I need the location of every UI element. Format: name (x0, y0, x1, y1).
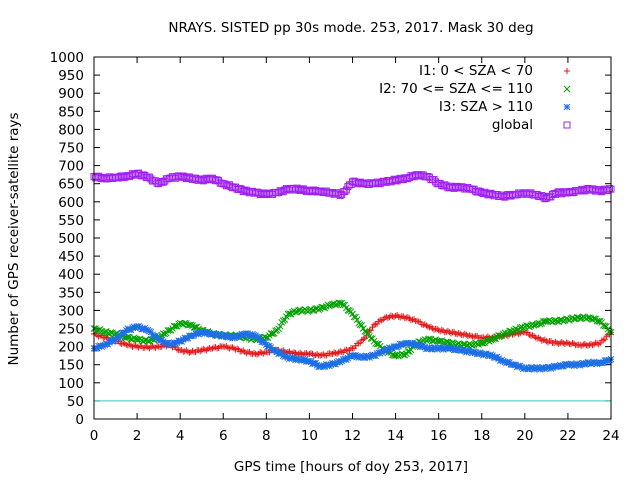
data-point-sample (170, 322, 178, 330)
legend-marker (564, 68, 570, 74)
y-tick-label: 100 (58, 376, 84, 392)
x-tick-label: 12 (344, 428, 361, 444)
y-tick-label: 300 (58, 303, 84, 319)
y-tick-label: 200 (58, 340, 84, 356)
legend-label: global (492, 117, 533, 133)
y-tick-label: 950 (58, 68, 84, 84)
y-tick-label: 0 (75, 412, 84, 428)
x-tick-label: 2 (133, 428, 142, 444)
data-point-sample (181, 319, 189, 327)
x-tick-label: 6 (219, 428, 228, 444)
data-point-sample (309, 307, 316, 314)
data-point-sample (353, 316, 361, 324)
x-axis-label: GPS time [hours of doy 253, 2017] (234, 459, 468, 475)
data-point (424, 336, 432, 343)
data-point-sample (356, 321, 364, 328)
y-tick-label: 350 (58, 285, 84, 301)
plot-area-border (93, 56, 612, 420)
y-axis-label: Number of GPS receiver-satellite rays (6, 112, 22, 365)
legend-marker (563, 85, 571, 93)
legend: I1: 0 < SZA < 70 I2: 70 <= SZA <= 110 I3: … (379, 63, 571, 133)
data-point-sample (267, 330, 275, 337)
y-tick-label: 650 (58, 177, 84, 193)
y-tick-label: 400 (58, 267, 84, 283)
data-point-sample (364, 329, 372, 337)
y-tick-label: 900 (58, 86, 84, 102)
legend-marker (563, 121, 571, 129)
y-tick-label: 1000 (50, 50, 84, 66)
y-tick-label: 800 (58, 122, 84, 138)
y-tick-label: 150 (58, 358, 84, 374)
y-tick-label: 450 (58, 249, 84, 265)
chart-title: NRAYS. SISTED pp 30s mode. 253, 2017. Ma… (168, 20, 533, 36)
legend-label: I1: 0 < SZA < 70 (419, 63, 533, 79)
data-point-sample (107, 328, 115, 336)
y-tick-label: 250 (58, 322, 84, 338)
y-axis-ticks: 0 50 100 150 200 250 300 350 400 450 500 550 600 650 7… (50, 50, 611, 428)
x-tick-label: 20 (516, 428, 533, 444)
x-tick-label: 10 (301, 428, 318, 444)
data-point-sample (332, 301, 339, 309)
x-tick-label: 24 (602, 428, 619, 444)
y-tick-label: 500 (58, 231, 84, 247)
data-point-sample (601, 336, 608, 343)
y-tick-label: 600 (58, 195, 84, 211)
x-tick-label: 4 (176, 428, 185, 444)
data-point-sample (426, 335, 433, 343)
data-point (144, 337, 152, 345)
x-tick-label: 18 (473, 428, 490, 444)
data-series (90, 169, 615, 373)
data-point-sample (276, 322, 284, 330)
legend-label: I2: 70 <= SZA <= 110 (379, 81, 533, 97)
series-star (90, 322, 615, 373)
x-tick-label: 8 (262, 428, 271, 444)
legend-label: I3: SZA > 110 (439, 99, 533, 115)
series-open-square (90, 169, 615, 203)
data-point-sample (172, 322, 179, 330)
data-point-sample (336, 299, 344, 307)
data-point-sample (496, 332, 504, 340)
data-point-sample (490, 335, 498, 342)
y-tick-label: 750 (58, 141, 84, 157)
x-tick-label: 16 (430, 428, 447, 444)
x-tick-label: 22 (559, 428, 576, 444)
data-point (284, 310, 292, 318)
data-point-sample (192, 323, 199, 331)
y-tick-label: 50 (67, 394, 84, 410)
y-tick-label: 550 (58, 213, 84, 229)
data-point-sample (513, 326, 521, 334)
data-point-sample (292, 308, 299, 316)
data-point-sample (281, 316, 289, 324)
x-tick-label: 0 (90, 428, 99, 444)
x-tick-label: 14 (387, 428, 404, 444)
y-tick-label: 850 (58, 104, 84, 120)
data-point-sample (164, 327, 172, 334)
legend-marker (563, 103, 571, 111)
x-axis-ticks: 0 2 4 6 8 10 12 14 16 18 20 22 24 (90, 57, 620, 444)
y-tick-label: 700 (58, 159, 84, 175)
